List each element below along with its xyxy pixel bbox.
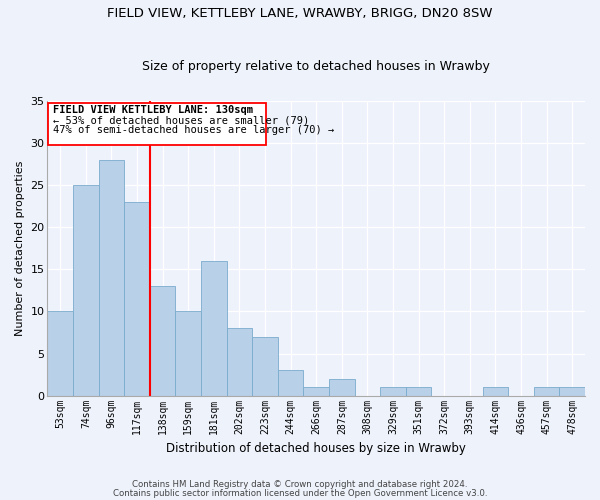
Bar (48, 102, 266, 145)
Text: Contains HM Land Registry data © Crown copyright and database right 2024.: Contains HM Land Registry data © Crown c… (132, 480, 468, 489)
Bar (47, 312, 73, 396)
Text: FIELD VIEW, KETTLEBY LANE, WRAWBY, BRIGG, DN20 8SW: FIELD VIEW, KETTLEBY LANE, WRAWBY, BRIGG… (107, 8, 493, 20)
Bar (534, 387, 559, 396)
Title: Size of property relative to detached houses in Wrawby: Size of property relative to detached ho… (142, 60, 490, 74)
Bar (98, 160, 124, 396)
Bar (304, 387, 329, 396)
Bar (227, 328, 252, 396)
Bar (124, 202, 150, 396)
Text: ← 53% of detached houses are smaller (79): ← 53% of detached houses are smaller (79… (53, 116, 310, 126)
Bar (380, 387, 406, 396)
Y-axis label: Number of detached properties: Number of detached properties (15, 160, 25, 336)
Text: Contains public sector information licensed under the Open Government Licence v3: Contains public sector information licen… (113, 489, 487, 498)
Bar (278, 370, 304, 396)
Bar (73, 185, 98, 396)
X-axis label: Distribution of detached houses by size in Wrawby: Distribution of detached houses by size … (166, 442, 466, 455)
Bar (175, 312, 201, 396)
Bar (406, 387, 431, 396)
Bar (559, 387, 585, 396)
Text: 47% of semi-detached houses are larger (70) →: 47% of semi-detached houses are larger (… (53, 126, 334, 136)
Text: FIELD VIEW KETTLEBY LANE: 130sqm: FIELD VIEW KETTLEBY LANE: 130sqm (53, 106, 253, 116)
Bar (482, 387, 508, 396)
Bar (150, 286, 175, 396)
Bar (201, 261, 227, 396)
Bar (329, 379, 355, 396)
Bar (252, 336, 278, 396)
